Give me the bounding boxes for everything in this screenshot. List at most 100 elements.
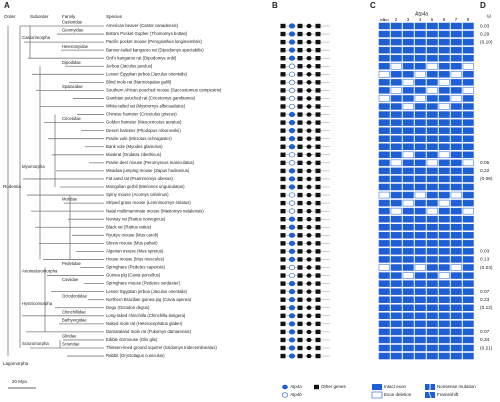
atp4a-gene [288,200,296,206]
exon [402,248,414,255]
exon [438,272,450,279]
exon [390,248,402,255]
exon [450,95,462,102]
other-gene [280,31,286,37]
atp4b-gene [306,345,312,351]
exon [378,264,390,271]
atp4a-gene [288,216,296,222]
exon [390,38,402,46]
exon [450,143,462,150]
atp4b-gene [306,160,312,166]
exon [390,175,402,183]
exon [414,127,426,134]
exon [426,175,438,183]
exon [414,30,426,38]
exon [402,38,414,46]
other-gene [315,329,321,335]
exon [438,352,450,360]
exon [378,232,390,239]
legend-icon [314,384,319,390]
atp4b-gene [306,176,312,182]
exon [462,38,474,46]
exon [438,248,450,255]
other-gene [297,56,303,61]
species-name: Pacific pocket mouse (Perognathus longim… [106,39,202,44]
exon [462,183,474,191]
other-gene [297,265,303,270]
exon [426,207,438,215]
exon [426,304,438,311]
exon-number: 4 [419,17,422,22]
exon [414,256,426,263]
other-gene [280,200,286,206]
exon [414,344,426,352]
exon [426,352,438,360]
other-gene [315,88,321,93]
exon [390,127,402,134]
other-gene [297,80,303,85]
exon [390,151,402,159]
exon-number: 2 [395,17,398,22]
family-label: Spalacidae [62,84,83,89]
exon-number: 1 [383,17,386,22]
exon [438,71,450,78]
omega-value: 0.23 [480,297,490,303]
exon [450,288,462,295]
exon [462,232,474,239]
exon [378,135,390,142]
omega-value: 0.05 [480,160,490,166]
exon [450,127,462,134]
exon [450,46,462,54]
order-label: Rodentia [3,184,22,189]
atp4b-gene [306,353,312,359]
other-gene [315,200,321,206]
exon-number: 3 [407,17,410,22]
omega-value: (0.03) [480,265,493,271]
exon [390,30,402,38]
species-name: Muskrat (Ondatra zibethicus) [106,152,162,157]
other-gene [315,241,321,246]
exon [390,199,402,207]
atp4b-gene [306,96,312,101]
exon [426,344,438,352]
exon [462,87,474,94]
other-gene [315,281,321,286]
exon [414,215,426,223]
exon [402,167,414,175]
other-gene [297,249,303,254]
exon [450,248,462,255]
exon [462,328,474,336]
atp4a-gene [288,103,296,110]
other-gene [280,23,286,29]
exon [414,135,426,142]
exon [414,328,426,336]
species-name: Springhare mouse (Pedetes surdaster) [106,281,181,286]
other-gene [280,273,286,278]
other-gene [280,88,286,93]
exon [426,54,438,62]
other-gene [297,160,303,166]
exon [414,71,426,78]
exon [426,280,438,287]
atp4b-gene [306,104,312,109]
suborder-label: Castorimorpha [22,35,51,40]
exon [462,296,474,303]
exon [450,22,462,30]
exon [414,87,426,94]
exon [462,336,474,344]
atp4a-gene [288,95,296,102]
exon [414,183,426,191]
exon [390,22,402,30]
exon [426,296,438,303]
atp4b-gene [306,217,312,222]
exon [450,151,462,159]
atp4a-gene [288,144,296,150]
panel-label: B [272,1,278,10]
other-gene [297,176,303,182]
exon [438,79,450,86]
atp4b-gene [306,23,312,29]
exon [390,215,402,223]
other-gene [280,72,286,77]
exon [438,296,450,303]
